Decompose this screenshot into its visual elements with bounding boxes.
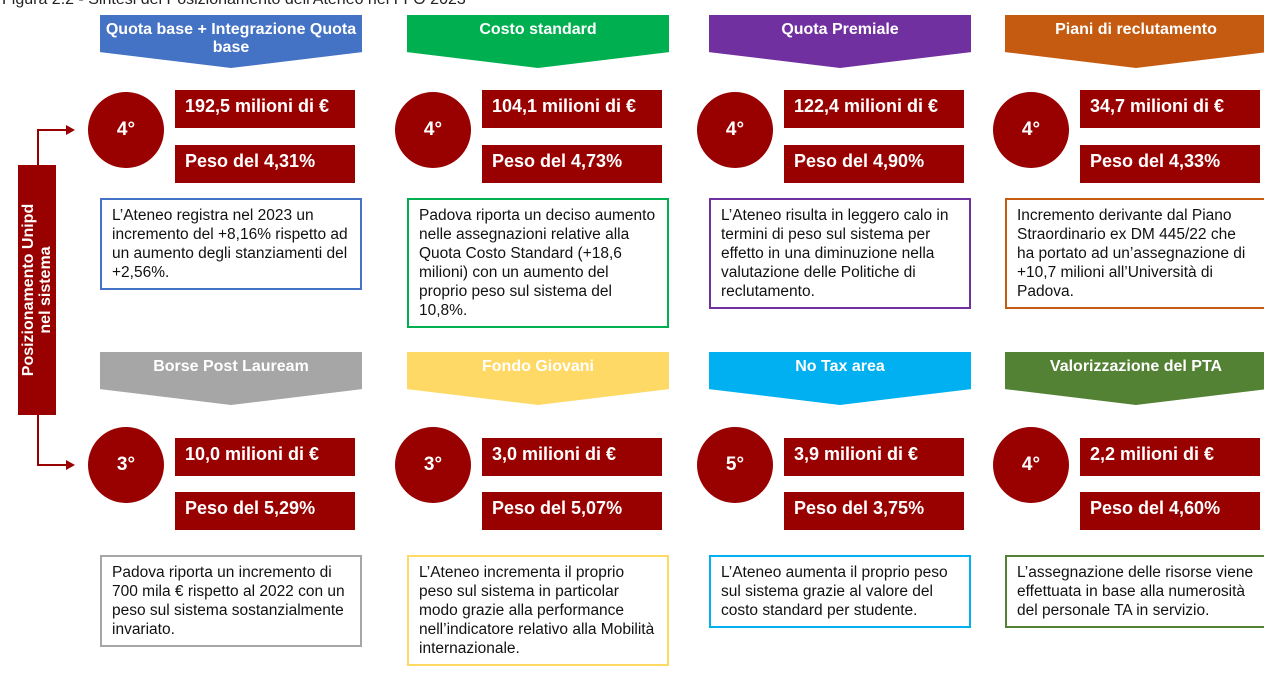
weight-box: Peso del 4,73%: [482, 145, 662, 183]
rank-circle: 5°: [697, 427, 773, 503]
rank-circle: 4°: [993, 427, 1069, 503]
description-box: L’Ateneo aumenta il proprio peso sul sis…: [709, 555, 971, 628]
card-header: Piani di reclutamento: [1005, 15, 1264, 68]
side-label: Posizionamento Unipd nel sistema: [18, 165, 56, 415]
card-header: Quota base + Integrazione Quota base: [100, 15, 362, 68]
amount-box: 2,2 milioni di €: [1080, 438, 1260, 476]
description-box: L’Ateneo risulta in leggero calo in term…: [709, 198, 971, 309]
description-box: Padova riporta un deciso aumento nelle a…: [407, 198, 669, 328]
amount-box: 192,5 milioni di €: [175, 90, 355, 128]
card-header: Fondo Giovani: [407, 352, 669, 405]
side-label-line: Posizionamento Unipd: [20, 203, 37, 377]
description-box: Incremento derivante dal Piano Straordin…: [1005, 198, 1264, 309]
bracket: [37, 125, 75, 470]
weight-box: Peso del 4,90%: [784, 145, 964, 183]
description-box: L’assegnazione delle risorse viene effet…: [1005, 555, 1264, 628]
weight-box: Peso del 5,07%: [482, 492, 662, 530]
weight-box: Peso del 3,75%: [784, 492, 964, 530]
rank-circle: 4°: [993, 92, 1069, 168]
card-header: Quota Premiale: [709, 15, 971, 68]
amount-box: 34,7 milioni di €: [1080, 90, 1260, 128]
weight-box: Peso del 5,29%: [175, 492, 355, 530]
card-header: No Tax area: [709, 352, 971, 405]
amount-box: 3,0 milioni di €: [482, 438, 662, 476]
amount-box: 3,9 milioni di €: [784, 438, 964, 476]
rank-circle: 4°: [395, 92, 471, 168]
card-header: Costo standard: [407, 15, 669, 68]
weight-box: Peso del 4,60%: [1080, 492, 1260, 530]
weight-box: Peso del 4,33%: [1080, 145, 1260, 183]
amount-box: 104,1 milioni di €: [482, 90, 662, 128]
amount-box: 10,0 milioni di €: [175, 438, 355, 476]
caption: Figura 2.2 - Sintesi del Posizionamento …: [2, 0, 466, 9]
rank-circle: 3°: [88, 427, 164, 503]
weight-box: Peso del 4,31%: [175, 145, 355, 183]
card-header: Valorizzazione del PTA: [1005, 352, 1264, 405]
description-box: L’Ateneo incrementa il proprio peso sul …: [407, 555, 669, 666]
rank-circle: 3°: [395, 427, 471, 503]
card-header: Borse Post Lauream: [100, 352, 362, 405]
description-box: L’Ateneo registra nel 2023 un incremento…: [100, 198, 362, 290]
description-box: Padova riporta un incremento di 700 mila…: [100, 555, 362, 647]
side-label-line: nel sistema: [37, 246, 54, 334]
rank-circle: 4°: [697, 92, 773, 168]
amount-box: 122,4 milioni di €: [784, 90, 964, 128]
rank-circle: 4°: [88, 92, 164, 168]
